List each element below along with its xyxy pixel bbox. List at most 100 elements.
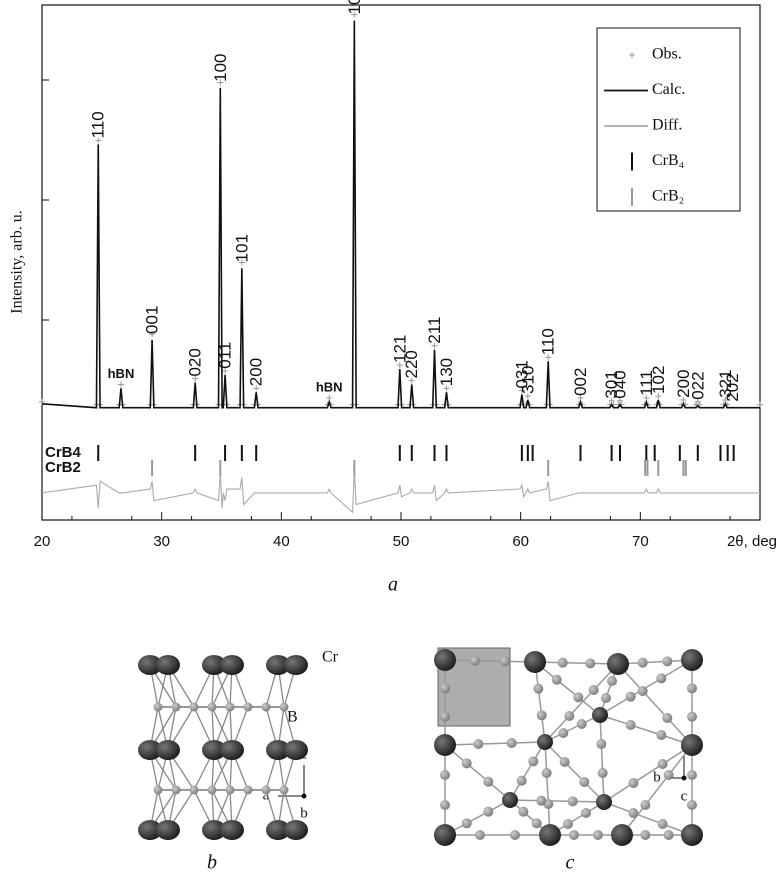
b-atom: [596, 739, 606, 749]
b-atom: [558, 658, 568, 668]
panel-label: c: [566, 852, 575, 874]
y-axis-label: Intensity, arb. u.: [9, 210, 26, 313]
b-atom: [208, 786, 217, 795]
peak-label: 100: [211, 53, 230, 81]
b-atom: [483, 807, 493, 817]
b-atom: [687, 770, 697, 780]
cr-atom: [284, 820, 308, 840]
x-tick-label: 20: [34, 533, 51, 550]
b-atom: [226, 786, 235, 795]
peak-label: 110: [539, 328, 558, 355]
b-atom: [190, 703, 199, 712]
x-tick-label: 60: [512, 533, 529, 550]
cr-atom: [220, 820, 244, 840]
b-atom: [687, 683, 697, 693]
b-atom: [552, 675, 562, 685]
b-atom: [658, 819, 668, 829]
bond: [618, 660, 692, 664]
cr-atom: [681, 649, 703, 671]
axis-label: c: [681, 788, 688, 804]
b-atom: [581, 808, 591, 818]
bond: [510, 742, 545, 800]
b-atom: [440, 712, 450, 722]
peak-label: 202: [723, 373, 742, 401]
b-atom: [190, 786, 199, 795]
cr-atom: [220, 740, 244, 760]
b-atom: [533, 684, 543, 694]
cr-atom: [434, 649, 456, 671]
series-line: [42, 470, 760, 513]
legend-label: Calc.: [652, 81, 685, 98]
bond: [545, 742, 604, 802]
b-atom: [280, 703, 289, 712]
cr-atom: [607, 653, 629, 675]
phase-row-label: CrB2: [45, 459, 81, 476]
b-atom: [638, 686, 648, 696]
obs-point: [118, 381, 124, 387]
peak-label: 102: [649, 366, 668, 394]
peak-label: 310: [518, 366, 537, 394]
b-atom: [598, 768, 608, 778]
b-atom: [664, 770, 674, 780]
cr-atom: [502, 792, 518, 808]
bond: [445, 800, 510, 835]
cr-atom: [539, 824, 561, 846]
b-atom: [558, 728, 568, 738]
b-atom: [656, 730, 666, 740]
b-atom: [601, 693, 611, 703]
b-atom: [593, 830, 603, 840]
b-atom: [563, 819, 573, 829]
b-atom: [154, 786, 163, 795]
figure: Intensity, arb. u. a 2030405060702θ, deg…: [0, 0, 777, 876]
cr-atom: [592, 707, 608, 723]
b-atom: [536, 796, 546, 806]
x-tick-label: 40: [273, 533, 290, 550]
cr-atom: [434, 824, 456, 846]
b-atom: [154, 703, 163, 712]
bond: [604, 745, 692, 802]
cr-atom: [156, 655, 180, 675]
bond: [545, 742, 550, 835]
b-atom: [470, 656, 480, 666]
peak-label: hBN: [108, 366, 135, 381]
b-atom: [244, 786, 253, 795]
peak-label: 020: [186, 348, 205, 376]
b-atom: [262, 703, 271, 712]
panel-label: b: [207, 852, 217, 874]
peak-label: 130: [437, 358, 456, 386]
cr-atom: [284, 740, 308, 760]
obs-point: [757, 402, 763, 408]
b-atom: [440, 800, 450, 810]
axis-dot: [302, 794, 307, 799]
b-atom: [537, 710, 547, 720]
b-atom: [640, 830, 650, 840]
cr-atom: [524, 651, 546, 673]
b-atom: [172, 703, 181, 712]
b-atom: [532, 818, 542, 828]
b-atom: [172, 786, 181, 795]
structure-b: Cr B c a b b: [138, 649, 339, 874]
peak-label: 101: [232, 234, 251, 262]
peak-label: hBN: [316, 379, 343, 394]
b-atom: [640, 800, 650, 810]
b-atom: [500, 656, 510, 666]
bond: [535, 662, 618, 664]
b-atom: [579, 777, 589, 787]
b-atom: [208, 703, 217, 712]
b-atom: [662, 656, 672, 666]
legend-label: CrB₄: [652, 152, 685, 169]
cr-atom: [596, 794, 612, 810]
b-atom: [517, 776, 527, 786]
structure-c: a b c c: [434, 648, 703, 874]
cr-atom: [156, 820, 180, 840]
panel-label: a: [388, 574, 398, 596]
bond: [535, 662, 545, 742]
b-atom: [589, 685, 599, 695]
b-atom: [528, 756, 538, 766]
b-atom: [507, 738, 517, 748]
axis-label: b: [653, 769, 661, 785]
peak-label: 211: [425, 317, 444, 344]
bond: [445, 745, 510, 800]
b-atom: [280, 786, 289, 795]
